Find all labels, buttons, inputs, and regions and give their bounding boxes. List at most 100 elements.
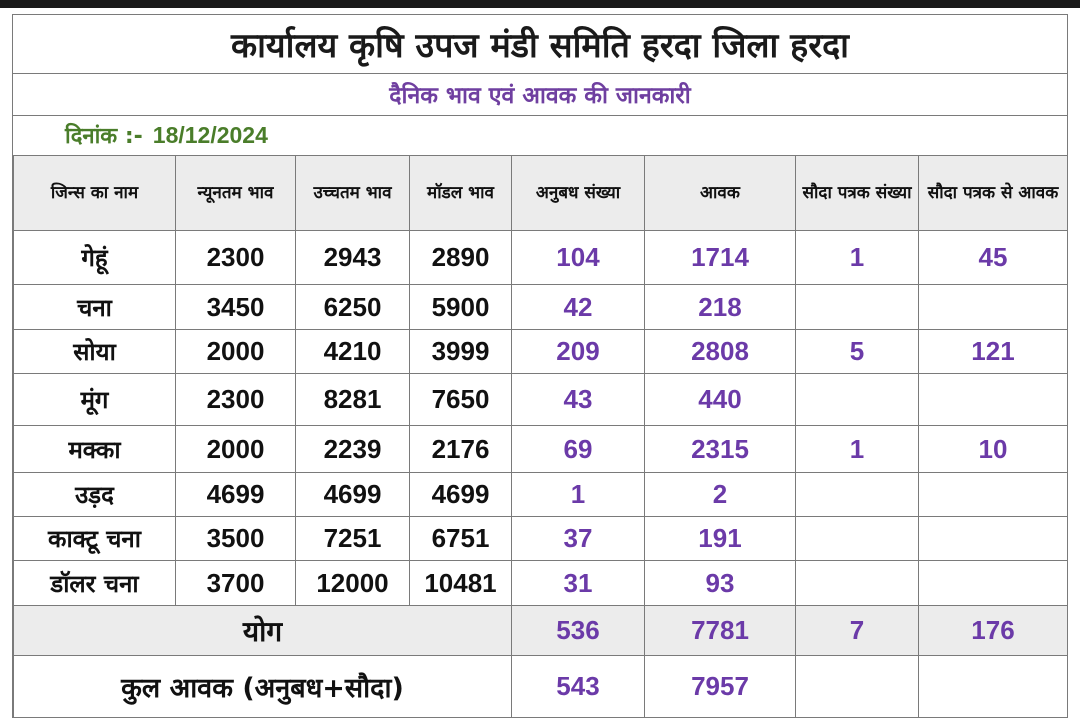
commodity-name: उड़द xyxy=(13,472,176,517)
table-row: गेहूं 2300 2943 2890 104 1714 1 45 xyxy=(13,230,1068,285)
min-price-cell: 3450 xyxy=(175,284,296,330)
max-price-cell: 2239 xyxy=(295,425,410,473)
min-price-cell: 3700 xyxy=(175,560,296,606)
sauda-arrival-cell xyxy=(918,560,1068,606)
col-header-anubandh-count: अनुबध संख्या xyxy=(511,155,645,231)
date-label: दिनांक :- xyxy=(65,124,143,149)
arrival-cell: 1714 xyxy=(644,230,796,285)
rates-table: जिन्स का नाम न्यूनतम भाव उच्चतम भाव मॉडल… xyxy=(13,155,1068,718)
total-arrival-cell: 7781 xyxy=(644,605,796,656)
grand-total-empty-cell xyxy=(918,655,1068,718)
model-price-cell: 4699 xyxy=(409,472,512,517)
total-row: योग 536 7781 7 176 xyxy=(13,605,1068,656)
model-price-cell: 10481 xyxy=(409,560,512,606)
model-price-cell: 3999 xyxy=(409,329,512,374)
date-value: 18/12/2024 xyxy=(152,121,268,148)
table-row: काक्टू चना 3500 7251 6751 37 191 xyxy=(13,516,1068,561)
col-header-arrival: आवक xyxy=(644,155,796,231)
sauda-arrival-cell xyxy=(918,373,1068,426)
sauda-arrival-cell xyxy=(918,516,1068,561)
min-price-cell: 2300 xyxy=(175,230,296,285)
model-price-cell: 2176 xyxy=(409,425,512,473)
grand-total-empty-cell xyxy=(795,655,919,718)
commodity-name: सोया xyxy=(13,329,176,374)
grand-total-label: कुल आवक (अनुबध+सौदा) xyxy=(13,655,512,718)
model-price-cell: 2890 xyxy=(409,230,512,285)
table-row: चना 3450 6250 5900 42 218 xyxy=(13,284,1068,330)
commodity-name: काक्टू चना xyxy=(13,516,176,561)
table-row: मक्का 2000 2239 2176 69 2315 1 10 xyxy=(13,425,1068,473)
anubandh-count-cell: 37 xyxy=(511,516,645,561)
arrival-cell: 191 xyxy=(644,516,796,561)
total-sauda-arrival-cell: 176 xyxy=(918,605,1068,656)
anubandh-count-cell: 69 xyxy=(511,425,645,473)
sauda-count-cell xyxy=(795,373,919,426)
arrival-cell: 2315 xyxy=(644,425,796,473)
max-price-cell: 8281 xyxy=(295,373,410,426)
col-header-min-price: न्यूनतम भाव xyxy=(175,155,296,231)
min-price-cell: 2000 xyxy=(175,425,296,473)
col-header-max-price: उच्चतम भाव xyxy=(295,155,410,231)
sauda-arrival-cell xyxy=(918,284,1068,330)
commodity-name: डॉलर चना xyxy=(13,560,176,606)
anubandh-count-cell: 31 xyxy=(511,560,645,606)
anubandh-count-cell: 1 xyxy=(511,472,645,517)
table-row: डॉलर चना 3700 12000 10481 31 93 xyxy=(13,560,1068,606)
page-subtitle: दैनिक भाव एवं आवक की जानकारी xyxy=(13,73,1067,116)
max-price-cell: 12000 xyxy=(295,560,410,606)
sauda-count-cell xyxy=(795,560,919,606)
anubandh-count-cell: 42 xyxy=(511,284,645,330)
commodity-name: चना xyxy=(13,284,176,330)
total-sauda-count-cell: 7 xyxy=(795,605,919,656)
total-anubandh-cell: 536 xyxy=(511,605,645,656)
grand-total-row: कुल आवक (अनुबध+सौदा) 543 7957 xyxy=(13,655,1068,718)
min-price-cell: 3500 xyxy=(175,516,296,561)
max-price-cell: 7251 xyxy=(295,516,410,561)
model-price-cell: 6751 xyxy=(409,516,512,561)
top-border-bar xyxy=(0,0,1080,8)
date-line: दिनांक :- 18/12/2024 xyxy=(13,115,1067,156)
commodity-name: गेहूं xyxy=(13,230,176,285)
min-price-cell: 4699 xyxy=(175,472,296,517)
max-price-cell: 6250 xyxy=(295,284,410,330)
anubandh-count-cell: 209 xyxy=(511,329,645,374)
grand-total-anubandh-cell: 543 xyxy=(511,655,645,718)
sauda-count-cell xyxy=(795,284,919,330)
sauda-count-cell xyxy=(795,516,919,561)
mandi-rate-sheet: कार्यालय कृषि उपज मंडी समिति हरदा जिला ह… xyxy=(12,14,1068,718)
max-price-cell: 4699 xyxy=(295,472,410,517)
commodity-name: मक्का xyxy=(13,425,176,473)
grand-total-arrival-cell: 7957 xyxy=(644,655,796,718)
sauda-count-cell: 5 xyxy=(795,329,919,374)
sauda-count-cell xyxy=(795,472,919,517)
col-header-sauda-count: सौदा पत्रक संख्या xyxy=(795,155,919,231)
total-label: योग xyxy=(13,605,512,656)
anubandh-count-cell: 43 xyxy=(511,373,645,426)
model-price-cell: 7650 xyxy=(409,373,512,426)
table-row: सोया 2000 4210 3999 209 2808 5 121 xyxy=(13,329,1068,374)
sauda-count-cell: 1 xyxy=(795,230,919,285)
max-price-cell: 2943 xyxy=(295,230,410,285)
col-header-commodity: जिन्स का नाम xyxy=(13,155,176,231)
commodity-name: मूंग xyxy=(13,373,176,426)
table-row: उड़द 4699 4699 4699 1 2 xyxy=(13,472,1068,517)
sauda-arrival-cell: 45 xyxy=(918,230,1068,285)
sauda-arrival-cell xyxy=(918,472,1068,517)
sauda-arrival-cell: 10 xyxy=(918,425,1068,473)
min-price-cell: 2000 xyxy=(175,329,296,374)
col-header-sauda-arrival: सौदा पत्रक से आवक xyxy=(918,155,1068,231)
arrival-cell: 2808 xyxy=(644,329,796,374)
anubandh-count-cell: 104 xyxy=(511,230,645,285)
model-price-cell: 5900 xyxy=(409,284,512,330)
col-header-model-price: मॉडल भाव xyxy=(409,155,512,231)
table-header-row: जिन्स का नाम न्यूनतम भाव उच्चतम भाव मॉडल… xyxy=(13,155,1068,231)
arrival-cell: 440 xyxy=(644,373,796,426)
min-price-cell: 2300 xyxy=(175,373,296,426)
arrival-cell: 218 xyxy=(644,284,796,330)
sauda-arrival-cell: 121 xyxy=(918,329,1068,374)
sauda-count-cell: 1 xyxy=(795,425,919,473)
arrival-cell: 93 xyxy=(644,560,796,606)
arrival-cell: 2 xyxy=(644,472,796,517)
table-row: मूंग 2300 8281 7650 43 440 xyxy=(13,373,1068,426)
max-price-cell: 4210 xyxy=(295,329,410,374)
